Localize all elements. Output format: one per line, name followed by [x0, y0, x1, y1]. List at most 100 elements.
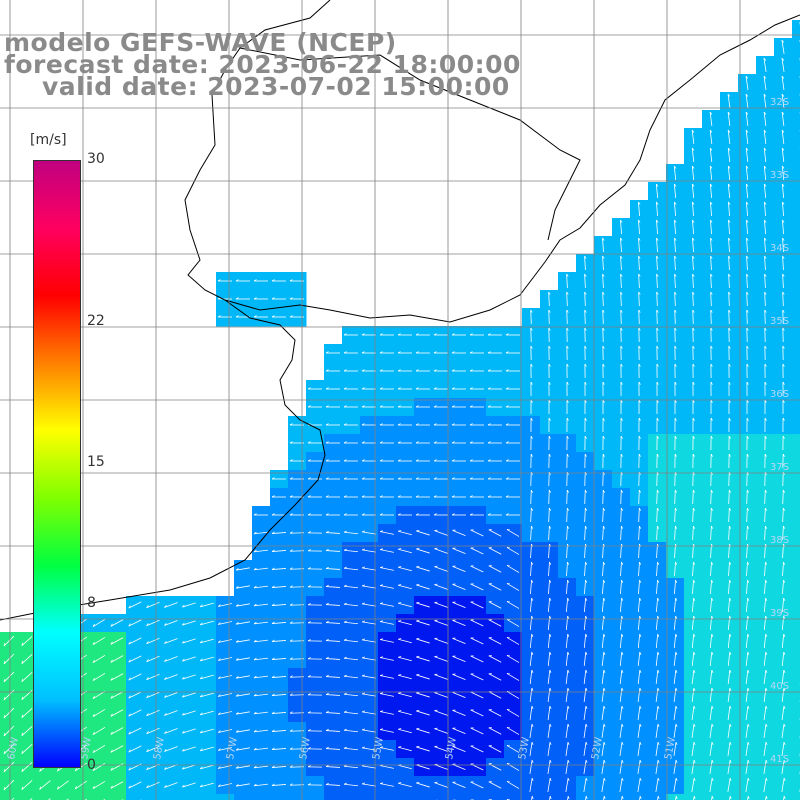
wind-arrow — [531, 490, 532, 504]
latitude-label: 37S — [770, 462, 789, 473]
wind-cell — [792, 794, 800, 800]
wind-arrow — [747, 310, 748, 324]
wind-cell — [792, 632, 800, 651]
wind-cell — [792, 128, 800, 147]
wind-cell — [792, 614, 800, 633]
wind-cell — [792, 524, 800, 543]
wind-cell — [792, 218, 800, 237]
wind-cell — [792, 776, 800, 795]
wind-cell — [342, 794, 361, 800]
wind-cell — [504, 794, 523, 800]
wind-cell — [792, 380, 800, 399]
wind-arrow — [711, 310, 712, 324]
wind-cell — [792, 506, 800, 525]
wind-cell — [792, 668, 800, 687]
wind-arrow — [693, 310, 694, 324]
wind-cell — [792, 182, 800, 201]
wind-arrow — [711, 490, 712, 504]
wind-cell — [792, 596, 800, 615]
wind-cell — [108, 794, 127, 800]
colorbar-unit: [m/s] — [30, 132, 67, 148]
wind-cell — [126, 794, 145, 800]
wind-cell — [360, 794, 379, 800]
wind-cell — [702, 794, 721, 800]
wind-cell — [792, 488, 800, 507]
wind-arrow — [585, 310, 586, 324]
wind-cell — [792, 326, 800, 345]
wind-cell — [522, 794, 541, 800]
wind-arrow — [621, 310, 622, 324]
wind-cell — [756, 794, 775, 800]
wind-arrow — [603, 490, 604, 504]
wind-cell — [630, 794, 649, 800]
wind-cell — [792, 20, 800, 39]
wind-cell — [648, 794, 667, 800]
wind-arrow — [729, 310, 730, 324]
wind-cell — [792, 362, 800, 381]
latitude-label: 36S — [770, 389, 789, 400]
wind-cell — [198, 794, 217, 800]
wind-cell — [90, 794, 109, 800]
wind-cell — [792, 686, 800, 705]
colorbar-tick-label: 22 — [87, 313, 105, 329]
wind-cell — [54, 794, 73, 800]
wind-cell — [684, 794, 703, 800]
wind-arrow — [567, 310, 568, 324]
latitude-label: 38S — [770, 535, 789, 546]
map-title-valid-date: valid date: 2023-07-02 15:00:00 — [42, 74, 510, 100]
wind-cell — [378, 794, 397, 800]
wind-cell — [792, 740, 800, 759]
wind-cell — [450, 794, 469, 800]
wind-cell — [288, 794, 307, 800]
wind-cell — [468, 794, 487, 800]
wind-cell — [414, 794, 433, 800]
latitude-label: 35S — [770, 316, 789, 327]
wind-arrow — [783, 490, 784, 504]
wind-arrow — [765, 310, 766, 324]
wind-cell — [792, 164, 800, 183]
wind-cell — [792, 290, 800, 309]
wind-cell — [792, 758, 800, 777]
wind-cell — [612, 794, 631, 800]
wind-cell — [252, 794, 271, 800]
wind-cell — [792, 344, 800, 363]
wind-cell — [666, 794, 685, 800]
latitude-label: 34S — [770, 243, 789, 254]
wind-cell — [792, 272, 800, 291]
wind-cell — [558, 794, 577, 800]
wind-arrow — [657, 490, 658, 504]
colorbar-tick-label: 15 — [87, 454, 105, 470]
wind-cell — [36, 794, 55, 800]
wind-cell — [72, 794, 91, 800]
colorbar-tick-label: 8 — [87, 595, 96, 611]
wind-cell — [792, 146, 800, 165]
wind-cell — [324, 794, 343, 800]
wind-cell — [792, 200, 800, 219]
wind-cell — [792, 560, 800, 579]
wind-cell — [792, 398, 800, 417]
wind-cell — [792, 308, 800, 327]
wind-cell — [0, 794, 19, 800]
wind-cell — [792, 110, 800, 129]
colorbar-tick-label: 0 — [87, 757, 96, 773]
wind-arrow — [639, 490, 640, 504]
colorbar-tick-label: 30 — [87, 151, 105, 167]
wind-cell — [234, 794, 253, 800]
wind-arrow — [693, 490, 694, 504]
wind-cell — [162, 794, 181, 800]
wind-cell — [774, 794, 793, 800]
colorbar — [33, 160, 81, 768]
wind-arrow — [765, 490, 766, 504]
wind-arrow — [531, 310, 532, 324]
wind-arrow — [549, 490, 550, 504]
wind-cell — [18, 794, 37, 800]
wind-arrow — [603, 310, 604, 324]
wind-cell — [720, 794, 739, 800]
wind-cell — [306, 794, 325, 800]
wind-cell — [180, 794, 199, 800]
wind-arrow — [675, 310, 676, 324]
wind-cell — [486, 794, 505, 800]
wind-cell — [792, 56, 800, 75]
